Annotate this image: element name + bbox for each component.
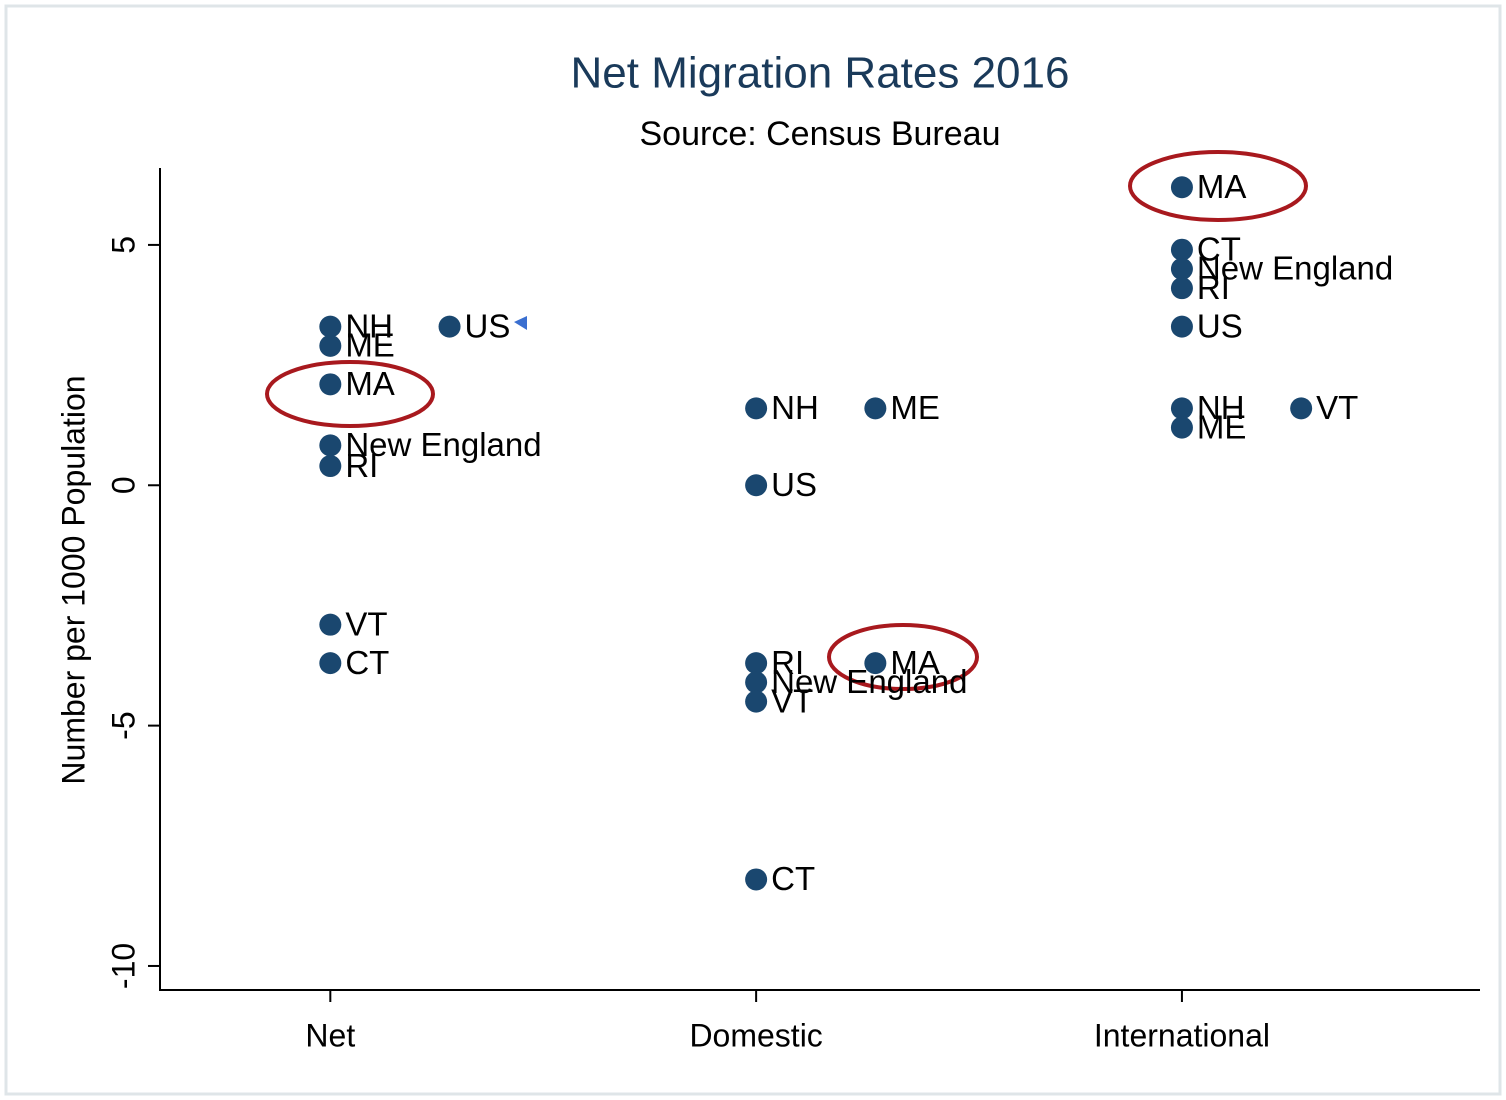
point xyxy=(1290,397,1313,420)
point-label: RI xyxy=(771,644,804,681)
chart-title: Net Migration Rates 2016 xyxy=(571,49,1070,98)
point-label: US xyxy=(465,307,511,344)
point xyxy=(1170,257,1193,280)
point xyxy=(745,868,768,891)
point-label: VT xyxy=(345,605,387,642)
point xyxy=(319,315,342,338)
point xyxy=(438,315,461,338)
y-tick-label: 0 xyxy=(105,476,141,494)
point xyxy=(745,397,768,420)
point-label: VT xyxy=(771,682,813,719)
point-label: New England xyxy=(771,663,967,700)
y-axis-label: Number per 1000 Population xyxy=(55,375,91,784)
point-label: RI xyxy=(345,447,378,484)
point-label: CT xyxy=(771,860,815,897)
point xyxy=(319,373,342,396)
point-label: VT xyxy=(1316,389,1358,426)
point xyxy=(745,671,768,694)
point-label: NH xyxy=(771,389,819,426)
chart-subtitle: Source: Census Bureau xyxy=(640,115,1001,153)
point xyxy=(864,652,887,675)
point-label: RI xyxy=(1197,269,1230,306)
point-label: ME xyxy=(890,389,940,426)
x-tick-label: Net xyxy=(305,1017,355,1053)
y-tick-label: -5 xyxy=(105,711,141,739)
point-label: ME xyxy=(1197,408,1247,445)
point-label: ME xyxy=(345,327,395,364)
point-label: New England xyxy=(345,426,541,463)
y-tick-label: -10 xyxy=(105,943,141,989)
point-label: CT xyxy=(345,644,389,681)
point-label: MA xyxy=(1197,168,1247,205)
point xyxy=(1170,176,1193,199)
point xyxy=(1170,277,1193,300)
point xyxy=(1170,416,1193,439)
highlight-ellipse xyxy=(1128,150,1308,222)
x-tick-label: International xyxy=(1094,1017,1270,1053)
chart-background xyxy=(4,4,1502,1096)
point xyxy=(745,652,768,675)
highlight-ellipse xyxy=(827,623,979,691)
point-label: MA xyxy=(890,644,940,681)
point-label: US xyxy=(771,466,817,503)
point-label: CT xyxy=(1197,230,1241,267)
point xyxy=(319,434,342,457)
point xyxy=(1170,238,1193,261)
y-tick-label: 5 xyxy=(105,236,141,254)
point-label: NH xyxy=(1197,389,1245,426)
point-label: US xyxy=(1197,307,1243,344)
point xyxy=(319,613,342,636)
x-tick-label: Domestic xyxy=(689,1017,822,1053)
point xyxy=(1170,315,1193,338)
point xyxy=(745,690,768,713)
point-label: New England xyxy=(1197,250,1393,287)
point-label: NH xyxy=(345,307,393,344)
point xyxy=(864,397,887,420)
point-label: MA xyxy=(345,365,395,402)
point xyxy=(319,652,342,675)
cursor-marker xyxy=(514,316,527,330)
point xyxy=(1170,397,1193,420)
point xyxy=(319,334,342,357)
point xyxy=(319,455,342,478)
highlight-ellipse xyxy=(265,360,435,428)
point xyxy=(745,474,768,497)
